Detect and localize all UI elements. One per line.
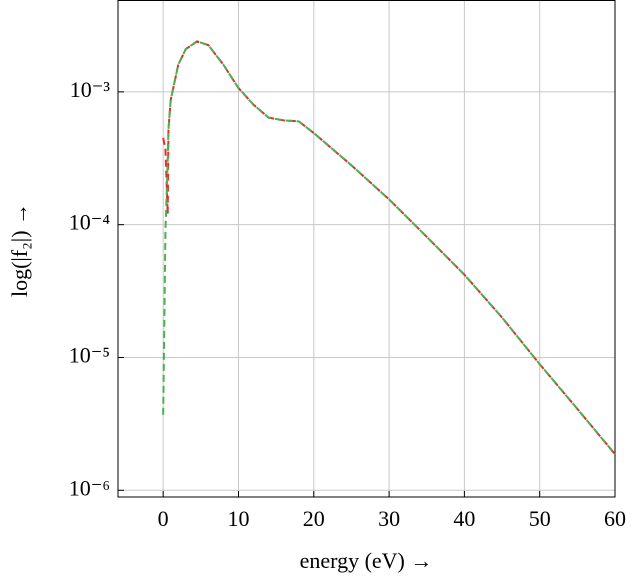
plot-frame (117, 0, 616, 498)
y-axis-label: log(|f₂|) → (7, 203, 32, 297)
x-axis-label: energy (eV) → (300, 548, 433, 573)
y-tick-label: 10⁻⁴ (69, 210, 111, 235)
x-tick-label: 30 (378, 506, 400, 531)
x-tick-label: 20 (303, 506, 325, 531)
x-tick-label: 0 (158, 506, 169, 531)
x-tick-label: 60 (604, 506, 626, 531)
x-tick-label: 40 (453, 506, 475, 531)
y-tick-label: 10⁻⁵ (69, 343, 110, 368)
x-tick-label: 10 (227, 506, 249, 531)
y-tick-label: 10⁻⁶ (69, 475, 110, 500)
series-line (162, 40, 616, 455)
x-tick-label: 50 (529, 506, 551, 531)
y-tick-label: 10⁻³ (70, 77, 111, 102)
